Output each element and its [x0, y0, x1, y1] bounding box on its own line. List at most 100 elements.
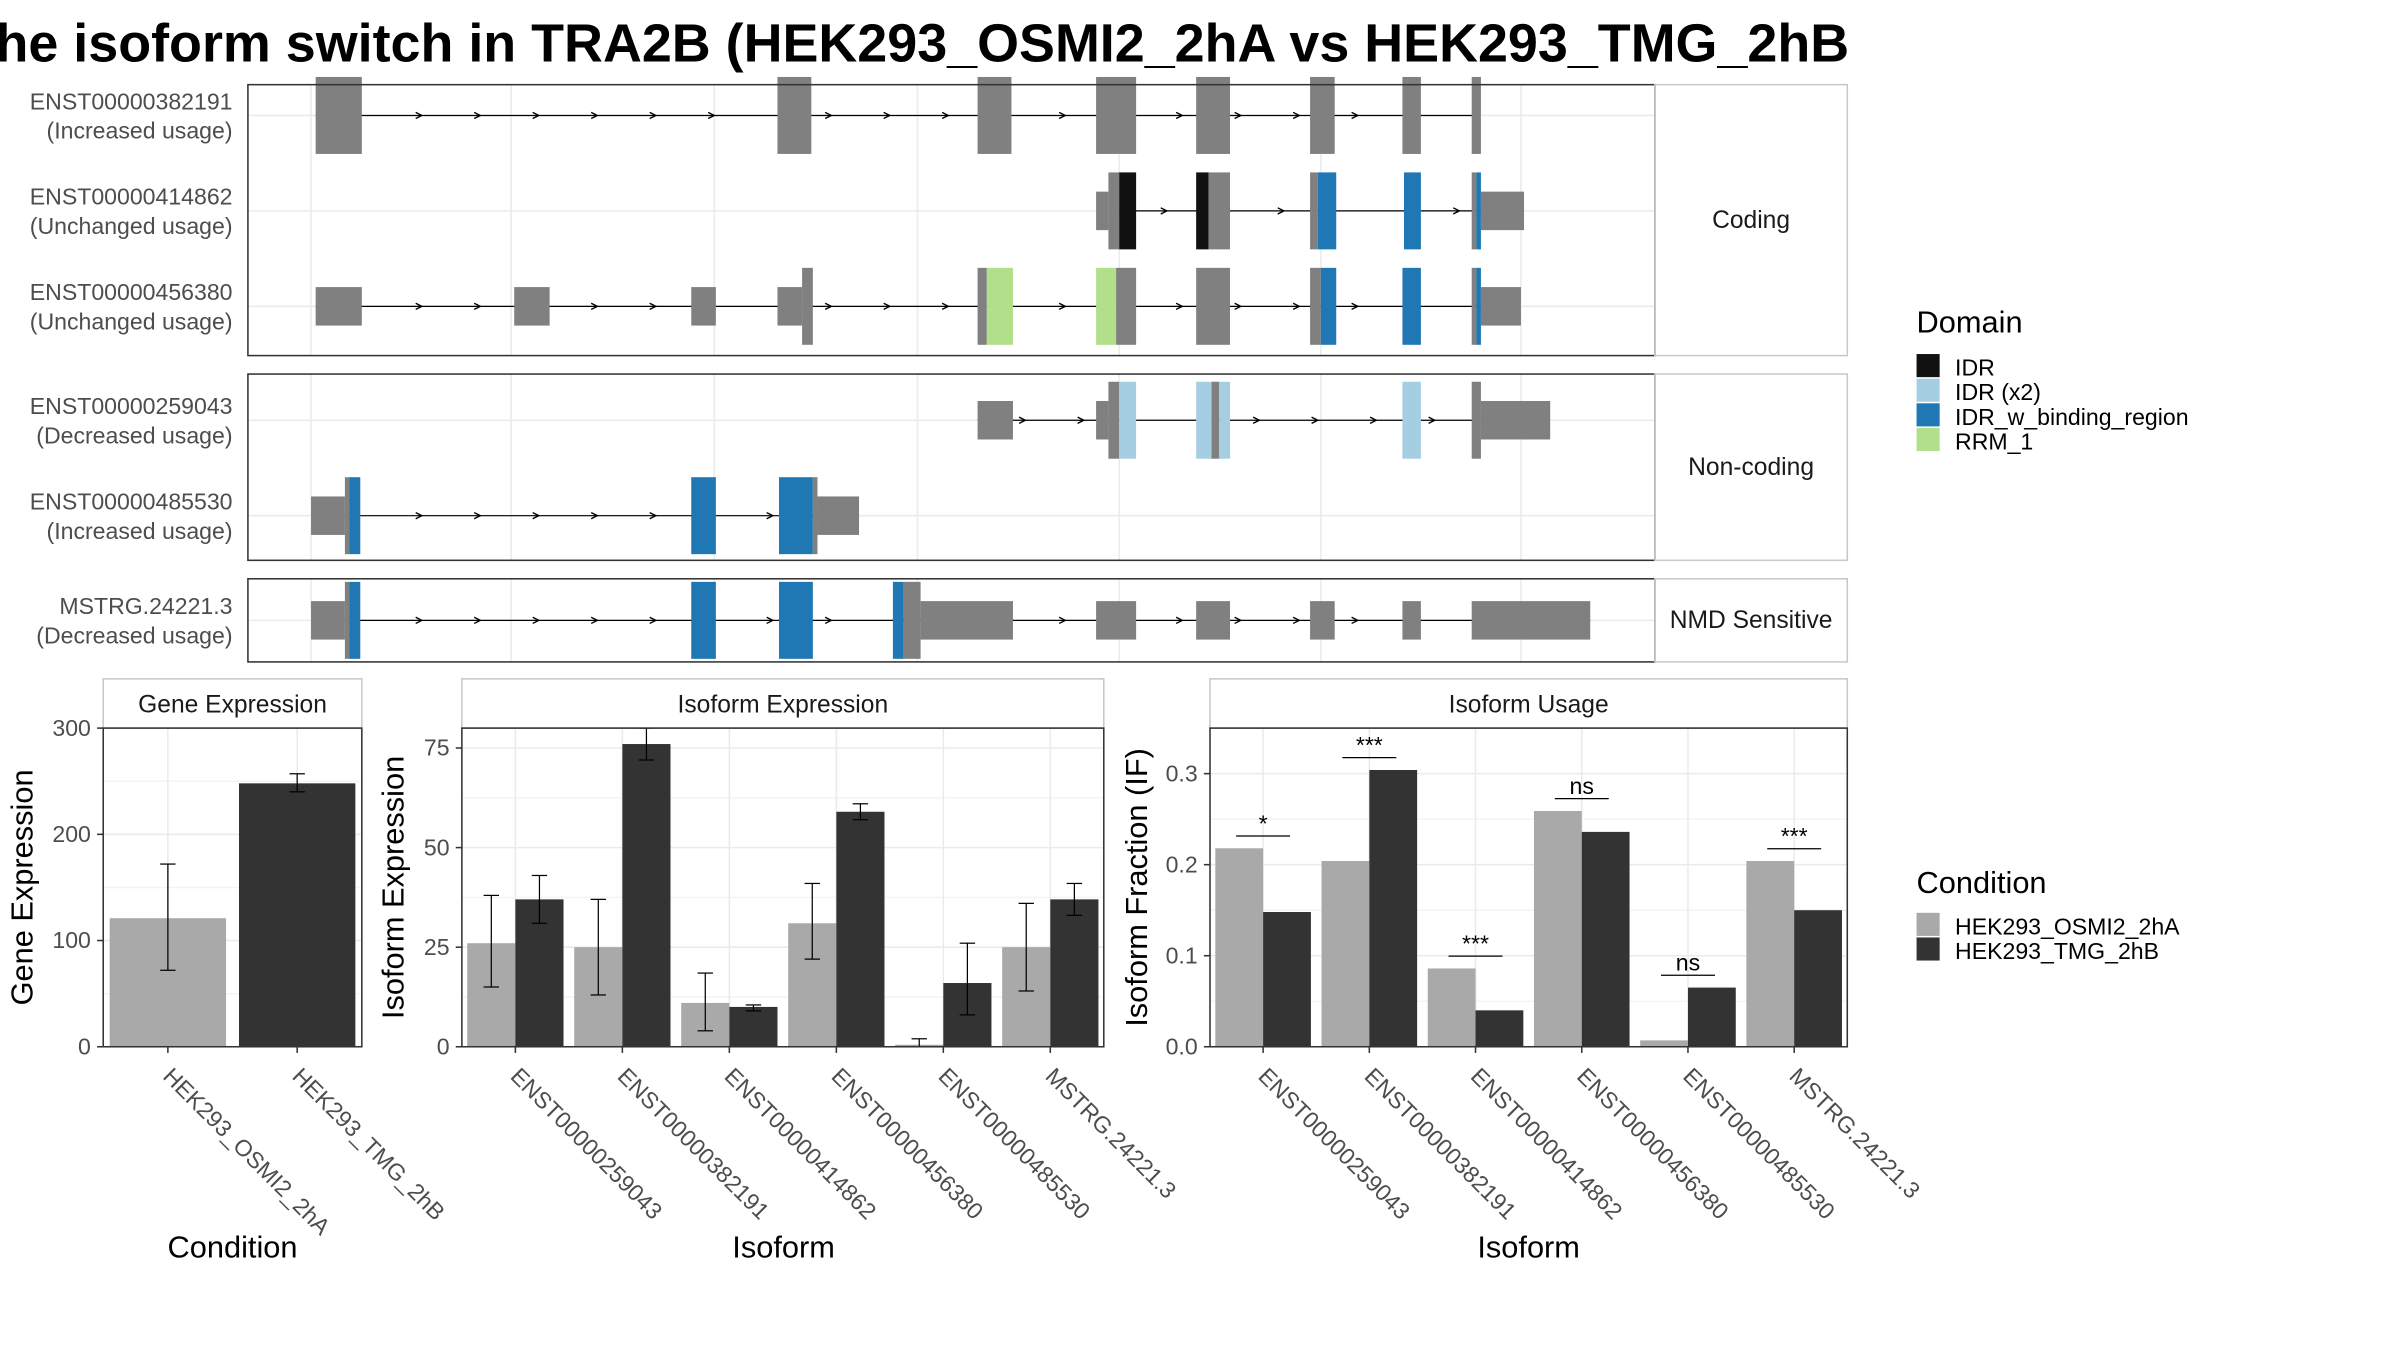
bar	[836, 811, 885, 1047]
direction-arrow	[824, 302, 833, 311]
direction-arrow	[590, 616, 599, 625]
exon-block	[691, 581, 716, 659]
transcript-usage-label: (Decreased usage)	[36, 622, 232, 648]
transcript-row: ENST00000259043 (Decreased usage)	[30, 381, 1551, 459]
exon-block	[349, 477, 361, 555]
transcript-row: ENST00000382191 (Increased usage)	[30, 76, 1481, 154]
direction-arrow	[1175, 302, 1184, 311]
direction-arrow	[766, 511, 775, 520]
exon-block	[1116, 267, 1137, 345]
chart-facet-strip	[102, 678, 363, 729]
exon-block	[1096, 267, 1117, 345]
chart-title: Isoform Usage	[1449, 692, 1609, 719]
direction-arrow	[649, 111, 658, 120]
structure-panel-border	[247, 373, 1656, 562]
plot-title: he isoform switch in TRA2B (HEK293_OSMI2…	[0, 14, 1849, 74]
direction-arrow	[766, 616, 775, 625]
exon-block	[1476, 267, 1481, 345]
bar	[622, 744, 671, 1047]
direction-arrow	[1175, 111, 1184, 120]
direction-arrow	[649, 302, 658, 311]
direction-arrow	[590, 302, 599, 311]
exon-block	[1471, 601, 1591, 640]
domain-legend-key	[1916, 403, 1940, 427]
direction-arrow	[1160, 207, 1169, 215]
exon-block	[777, 76, 812, 154]
transcript-usage-label: (Unchanged usage)	[30, 213, 233, 239]
exon-block	[1108, 381, 1120, 459]
direction-arrow	[415, 111, 424, 120]
exon-block	[1402, 76, 1421, 154]
direction-arrow	[473, 511, 482, 520]
direction-arrow	[590, 111, 599, 120]
significance-label: *	[1259, 810, 1268, 836]
exon-block	[892, 581, 904, 659]
isoform-expression-chart: Isoform Expression0255075ENST00000259043…	[375, 678, 1181, 1265]
facet-strip	[1654, 578, 1849, 663]
structure-group-nmd-sensitive: MSTRG.24221.3 (Decreased usage) NMD Sensit…	[36, 578, 1849, 663]
exon-block	[817, 496, 860, 535]
exon-block	[1471, 172, 1477, 250]
direction-arrow	[532, 511, 541, 520]
direction-arrow	[1351, 111, 1360, 120]
transcript-id-label: ENST00000414862	[30, 184, 233, 210]
direction-arrow	[1351, 616, 1360, 625]
exon-block	[1471, 267, 1477, 345]
exon-block	[1096, 400, 1109, 440]
direction-arrow	[1452, 207, 1461, 215]
domain-legend-key	[1916, 378, 1940, 402]
bar	[1475, 1010, 1524, 1047]
y-axis-title: Isoform Expression	[375, 756, 410, 1019]
exon-block	[1402, 601, 1421, 640]
transcript-row: ENST00000414862 (Unchanged usage)	[30, 172, 1525, 250]
domain-legend-key	[1916, 354, 1940, 378]
transcript-id-label: ENST00000382191	[30, 88, 233, 114]
exon-block	[1208, 172, 1231, 250]
y-axis-title: Isoform Fraction (IF)	[1119, 748, 1154, 1027]
direction-arrow	[1292, 111, 1301, 120]
exon-block	[1480, 400, 1551, 440]
significance-label: ***	[1462, 931, 1489, 957]
direction-arrow	[532, 111, 541, 120]
x-axis-title: Condition	[168, 1230, 298, 1265]
exon-block	[777, 287, 803, 326]
bar	[1427, 968, 1476, 1047]
bar	[1321, 861, 1370, 1047]
exon-block	[1480, 287, 1521, 326]
structure-group-coding: ENST00000382191(Increased usage)ENST0000…	[30, 76, 1849, 357]
plot-panel-border	[102, 727, 363, 1048]
exon-block	[349, 581, 361, 659]
exon-block	[691, 477, 716, 555]
domain-legend-label: RRM_1	[1955, 428, 2033, 454]
domain-legend-key	[1916, 427, 1940, 452]
exon-block	[514, 287, 550, 326]
transcript-id-label: ENST00000259043	[30, 393, 233, 419]
exon-block	[1310, 76, 1335, 154]
exon-block	[1219, 381, 1231, 459]
significance-label: ns	[1570, 773, 1594, 799]
chart-title: Isoform Expression	[678, 692, 889, 719]
direction-arrow	[1175, 616, 1184, 625]
direction-arrow	[1311, 416, 1320, 424]
domain-legend-label: IDR	[1955, 355, 1995, 381]
domain-legend-label: IDR_w_binding_region	[1955, 404, 2189, 430]
bar	[729, 1006, 778, 1047]
direction-arrow	[1058, 302, 1067, 311]
condition-legend-title: Condition	[1917, 865, 2047, 900]
exon-block	[1310, 601, 1335, 640]
exon-block	[344, 477, 350, 555]
exon-block	[986, 267, 1013, 345]
x-axis-title: Isoform	[732, 1230, 835, 1265]
bar	[1369, 769, 1418, 1047]
x-axis-title: Isoform	[1477, 1230, 1580, 1265]
direction-arrow	[1369, 416, 1378, 424]
direction-arrow	[415, 616, 424, 625]
exon-block	[1310, 267, 1321, 345]
y-tick-label: 200	[52, 821, 91, 847]
significance-label: ***	[1356, 732, 1383, 758]
direction-arrow	[1077, 416, 1086, 424]
domain-legend-label: IDR (x2)	[1955, 379, 2041, 405]
facet-strip-label: Non-coding	[1688, 454, 1814, 481]
